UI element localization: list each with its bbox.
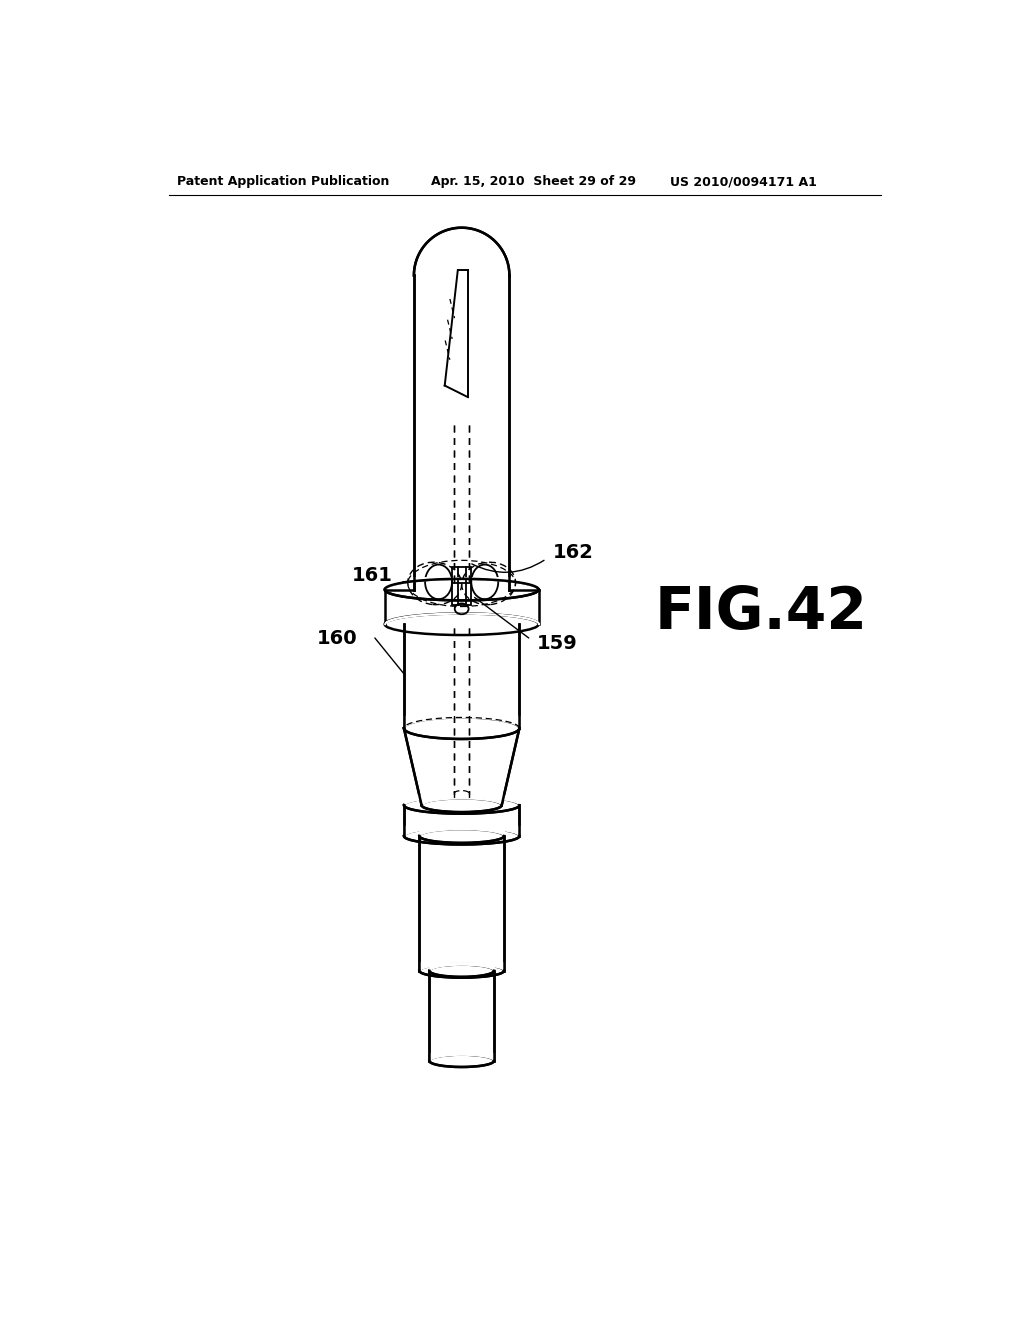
- Text: Apr. 15, 2010  Sheet 29 of 29: Apr. 15, 2010 Sheet 29 of 29: [431, 176, 636, 187]
- Text: FIG.42: FIG.42: [654, 585, 867, 642]
- Text: US 2010/0094171 A1: US 2010/0094171 A1: [670, 176, 816, 187]
- Text: Patent Application Publication: Patent Application Publication: [177, 176, 389, 187]
- Text: 161: 161: [351, 566, 392, 585]
- Text: 162: 162: [553, 543, 593, 562]
- Text: 160: 160: [317, 628, 357, 648]
- Bar: [453, 566, 471, 605]
- Text: 159: 159: [538, 634, 578, 653]
